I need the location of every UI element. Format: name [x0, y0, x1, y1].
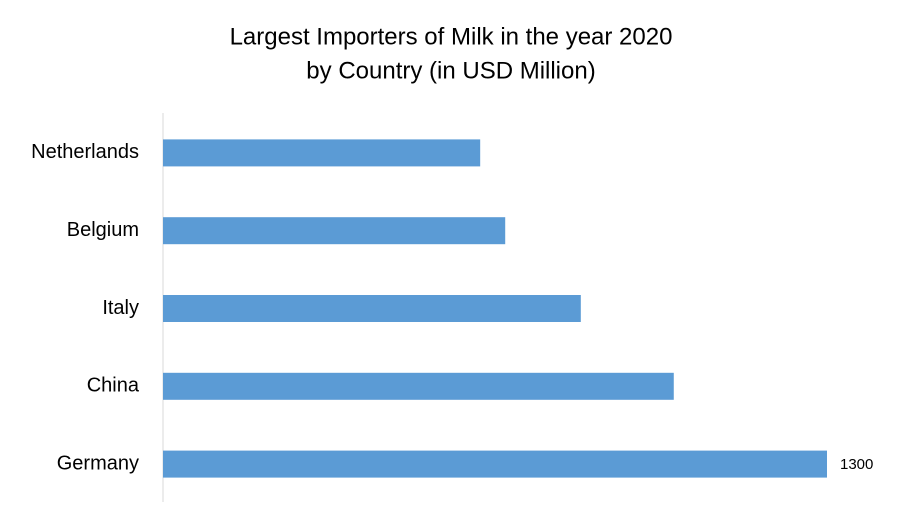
data-label: 1300: [840, 456, 873, 473]
category-label: Netherlands: [31, 141, 139, 163]
bar: [163, 217, 506, 245]
bar: [163, 295, 581, 322]
category-label: Italy: [102, 297, 139, 319]
category-label: China: [87, 375, 140, 397]
bar: [163, 139, 481, 167]
bar: [163, 372, 674, 400]
chart-subtitle: by Country (in USD Million): [306, 57, 595, 84]
category-label: Belgium: [67, 219, 139, 241]
bar: [163, 450, 827, 478]
category-label: Germany: [57, 452, 139, 474]
chart-title: Largest Importers of Milk in the year 20…: [230, 23, 673, 50]
